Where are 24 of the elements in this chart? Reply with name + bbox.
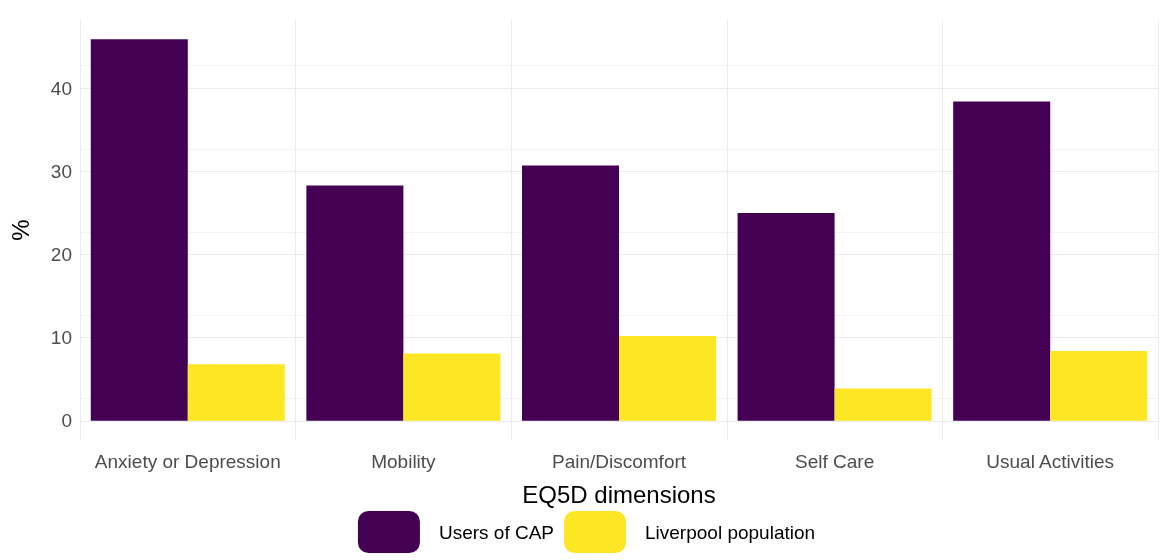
legend-label: Users of CAP (438, 521, 555, 543)
y-tick-label: 40 (50, 77, 72, 99)
bar (953, 101, 1051, 421)
x-tick-label: Usual Activities (986, 451, 1115, 472)
bar (834, 388, 932, 421)
x-tick-label: Pain/Discomfort (551, 451, 687, 472)
y-tick-label: 30 (50, 160, 72, 182)
bar (90, 39, 188, 421)
bar (619, 336, 717, 421)
y-tick-label: 10 (50, 327, 72, 349)
bar (737, 212, 835, 421)
bar (403, 353, 501, 421)
bar (306, 185, 404, 421)
bar (1050, 351, 1148, 421)
y-axis-title: % (6, 219, 34, 241)
x-tick-label: Mobility (371, 451, 437, 472)
x-axis-title: EQ5D dimensions (522, 480, 716, 508)
legend-label: Liverpool population (645, 521, 816, 543)
x-tick-label: Self Care (795, 451, 875, 472)
x-tick-label: Anxiety or Depression (94, 451, 281, 472)
bar (521, 165, 619, 421)
bar (187, 364, 285, 421)
y-tick-label: 0 (61, 410, 72, 432)
y-tick-label: 20 (50, 244, 72, 266)
